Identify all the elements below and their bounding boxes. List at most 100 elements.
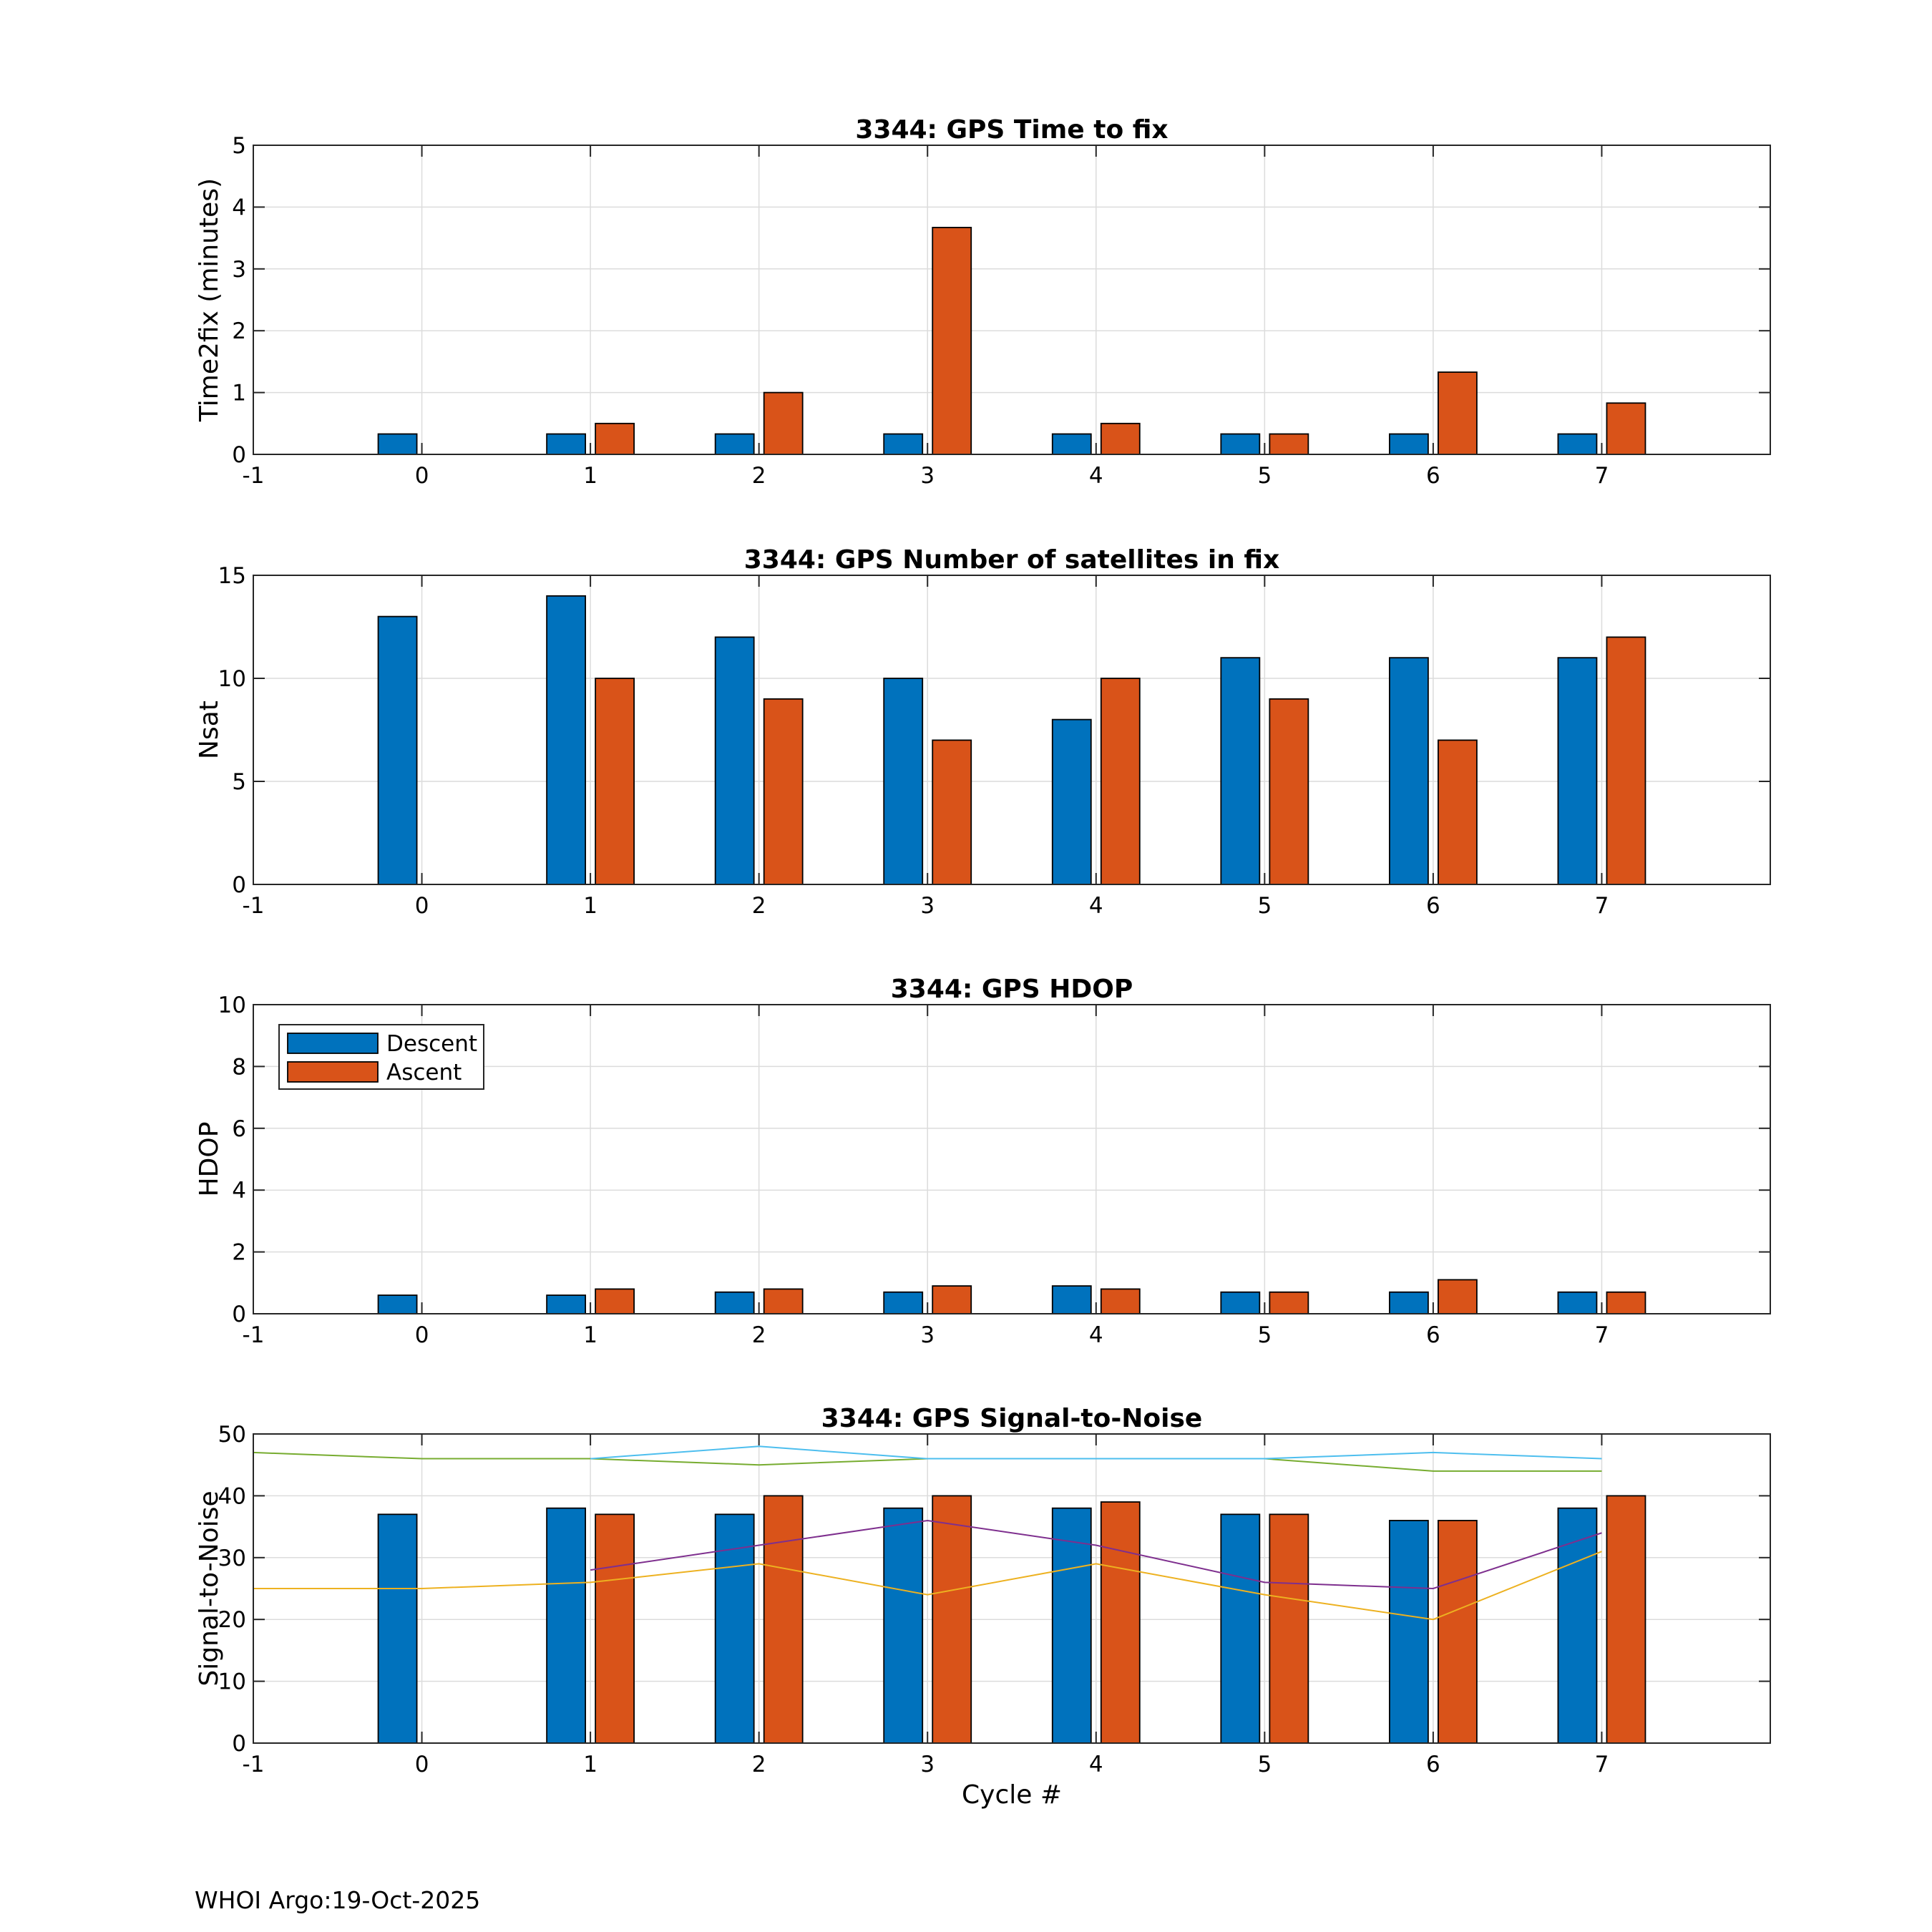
snr-line-2	[590, 1445, 1602, 1460]
legend-label-descent: Descent	[386, 1031, 477, 1057]
x-tick-label: 1	[583, 893, 597, 919]
snr-line-3	[590, 1519, 1602, 1590]
x-tick-label: 5	[1257, 463, 1272, 489]
x-tick-label: 3	[920, 463, 935, 489]
bar-descent-cycle-7	[1557, 1507, 1598, 1744]
snr-line-4	[253, 1551, 1602, 1621]
x-tick-label: -1	[243, 463, 265, 489]
x-tick-label: 4	[1089, 1752, 1103, 1777]
bar-ascent-cycle-3	[932, 739, 972, 885]
bar-ascent-cycle-3	[932, 1285, 972, 1314]
bar-ascent-cycle-3	[932, 1495, 972, 1744]
chart-title: 3344: GPS Number of satellites in fix	[744, 545, 1280, 575]
x-tick-label: 7	[1595, 463, 1609, 489]
x-axis-label: Cycle #	[962, 1780, 1062, 1810]
x-tick-label: 4	[1089, 1322, 1103, 1348]
bar-descent-cycle-0	[377, 433, 418, 455]
bar-descent-cycle-3	[883, 1291, 924, 1314]
y-tick-label: 2	[232, 1240, 246, 1266]
y-tick-label: 3	[232, 257, 246, 283]
bar-ascent-cycle-6	[1437, 739, 1478, 885]
bar-ascent-cycle-3	[932, 227, 972, 455]
bar-ascent-cycle-6	[1437, 1520, 1478, 1744]
x-tick-label: -1	[243, 1322, 265, 1348]
bar-descent-cycle-6	[1388, 1520, 1429, 1744]
y-tick-label: 20	[218, 1607, 246, 1633]
legend-swatch-descent	[287, 1033, 379, 1054]
axes-frame	[253, 1004, 1771, 1314]
x-tick-label: 3	[920, 893, 935, 919]
bar-ascent-cycle-6	[1437, 371, 1478, 455]
y-tick-label: 5	[232, 769, 246, 795]
plot-area	[253, 575, 1770, 884]
y-tick-label: 10	[218, 666, 246, 692]
x-tick-label: 1	[583, 463, 597, 489]
x-tick-label: 3	[920, 1752, 935, 1777]
footer-stamp: WHOI Argo:19-Oct-2025	[195, 1886, 481, 1914]
bar-ascent-cycle-2	[763, 1288, 804, 1314]
bar-descent-cycle-5	[1220, 1513, 1261, 1744]
bar-ascent-cycle-5	[1269, 433, 1309, 455]
y-tick-label: 2	[232, 318, 246, 344]
bar-descent-cycle-2	[714, 636, 755, 885]
y-tick-label: 50	[218, 1422, 246, 1448]
bar-ascent-cycle-6	[1437, 1279, 1478, 1314]
x-tick-label: 6	[1426, 1322, 1440, 1348]
bar-descent-cycle-3	[883, 678, 924, 885]
bar-descent-cycle-4	[1051, 433, 1092, 455]
bar-descent-cycle-2	[714, 433, 755, 455]
y-tick-label: 0	[232, 1302, 246, 1327]
x-tick-label: 7	[1595, 1322, 1609, 1348]
bar-descent-cycle-3	[883, 433, 924, 455]
axes-frame	[253, 575, 1771, 885]
x-tick-label: 0	[415, 1322, 429, 1348]
y-axis-label: Time2fix (minutes)	[195, 178, 224, 422]
bar-ascent-cycle-1	[595, 1288, 635, 1314]
x-tick-label: 1	[583, 1752, 597, 1777]
x-tick-label: 0	[415, 463, 429, 489]
chart-title: 3344: GPS Signal-to-Noise	[821, 1404, 1203, 1433]
bar-descent-cycle-6	[1388, 657, 1429, 885]
bar-descent-cycle-1	[546, 595, 587, 885]
x-tick-label: 5	[1257, 1752, 1272, 1777]
y-tick-label: 4	[232, 1178, 246, 1204]
x-tick-label: 7	[1595, 1752, 1609, 1777]
y-axis-label: Signal-to-Noise	[195, 1491, 224, 1686]
y-tick-label: 4	[232, 195, 246, 220]
plot-area	[253, 1434, 1770, 1743]
bar-descent-cycle-4	[1051, 1285, 1092, 1314]
bar-descent-cycle-1	[546, 1507, 587, 1744]
bar-ascent-cycle-4	[1100, 678, 1141, 885]
y-axis-label: HDOP	[195, 1122, 224, 1197]
x-tick-label: 5	[1257, 893, 1272, 919]
bar-descent-cycle-1	[546, 1294, 587, 1314]
x-tick-label: 7	[1595, 893, 1609, 919]
x-tick-label: 2	[752, 1752, 766, 1777]
x-tick-label: 4	[1089, 893, 1103, 919]
y-tick-label: 30	[218, 1546, 246, 1571]
y-tick-label: 40	[218, 1483, 246, 1509]
bar-descent-cycle-5	[1220, 433, 1261, 455]
bar-descent-cycle-0	[377, 615, 418, 885]
x-tick-label: 0	[415, 1752, 429, 1777]
axes-frame	[253, 145, 1771, 455]
bar-descent-cycle-6	[1388, 1291, 1429, 1314]
bar-ascent-cycle-4	[1100, 1288, 1141, 1314]
x-tick-label: 0	[415, 893, 429, 919]
bar-ascent-cycle-4	[1100, 1501, 1141, 1744]
axes-frame	[253, 1433, 1771, 1744]
bar-descent-cycle-0	[377, 1294, 418, 1314]
x-tick-label: 4	[1089, 463, 1103, 489]
y-tick-label: 5	[232, 133, 246, 159]
x-tick-label: 2	[752, 463, 766, 489]
bar-descent-cycle-3	[883, 1507, 924, 1744]
x-tick-label: -1	[243, 893, 265, 919]
y-tick-label: 8	[232, 1054, 246, 1080]
bar-descent-cycle-6	[1388, 433, 1429, 455]
y-tick-label: 10	[218, 992, 246, 1018]
bar-ascent-cycle-1	[595, 678, 635, 885]
chart-title: 3344: GPS HDOP	[891, 975, 1133, 1004]
